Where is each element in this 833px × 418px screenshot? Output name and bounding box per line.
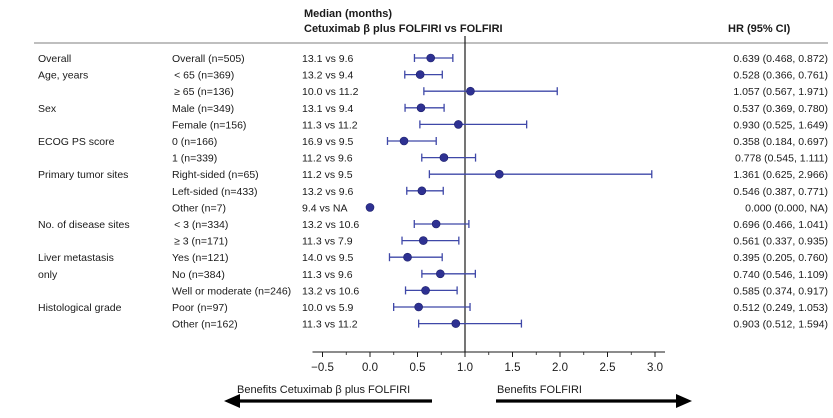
hr-point bbox=[399, 136, 409, 146]
x-tick-label: 0.0 bbox=[362, 362, 378, 374]
row-median: 11.3 vs 11.2 bbox=[302, 319, 358, 331]
row-median: 11.3 vs 9.6 bbox=[302, 269, 353, 281]
row-median: 9.4 vs NA bbox=[302, 202, 348, 214]
benefit-left-label: Benefits Cetuximab β plus FOLFIRI bbox=[237, 384, 410, 396]
row-hr-ci: 0.537 (0.369, 0.780) bbox=[733, 103, 828, 115]
row-median: 16.9 vs 9.5 bbox=[302, 136, 354, 148]
hr-point bbox=[415, 70, 425, 79]
row-hr-ci: 0.512 (0.249, 1.053) bbox=[733, 302, 828, 314]
hr-point bbox=[451, 319, 461, 328]
hr-point bbox=[403, 252, 412, 262]
row-subgroup: Overall (n=505) bbox=[172, 53, 245, 65]
row-hr-ci: 0.903 (0.512, 1.594) bbox=[733, 319, 828, 331]
row-median: 13.2 vs 10.6 bbox=[302, 285, 359, 297]
row-subgroup: 0 (n=166) bbox=[172, 136, 217, 148]
row-median: 11.2 vs 9.5 bbox=[302, 169, 353, 181]
row-hr-ci: 0.000 (0.000, NA) bbox=[745, 202, 828, 214]
row-median: 10.0 vs 5.9 bbox=[302, 302, 354, 314]
row-category: Age, years bbox=[38, 70, 88, 82]
row-median: 14.0 vs 9.5 bbox=[302, 252, 354, 264]
row-subgroup: Male (n=349) bbox=[172, 103, 234, 115]
row-median: 11.3 vs 11.2 bbox=[302, 119, 358, 131]
row-hr-ci: 0.528 (0.366, 0.761) bbox=[733, 70, 828, 82]
row-hr-ci: 0.585 (0.374, 0.917) bbox=[733, 285, 828, 297]
comparison-header: Cetuximab β plus FOLFIRI vs FOLFIRI bbox=[304, 23, 503, 35]
hr-point bbox=[426, 53, 436, 63]
hr-point bbox=[466, 86, 475, 96]
row-hr-ci: 0.930 (0.525, 1.649) bbox=[733, 119, 828, 131]
row-category: Primary tumor sites bbox=[38, 169, 128, 181]
row-median: 13.2 vs 9.6 bbox=[302, 186, 354, 198]
row-subgroup: ≥ 65 (n=136) bbox=[172, 86, 234, 98]
row-median: 11.2 vs 9.6 bbox=[302, 153, 353, 165]
row-median: 13.2 vs 9.4 bbox=[302, 70, 354, 82]
hr-point bbox=[454, 120, 463, 129]
row-hr-ci: 0.639 (0.468, 0.872) bbox=[733, 53, 828, 65]
x-tick-label: −0.5 bbox=[311, 362, 334, 374]
hr-point bbox=[365, 203, 375, 212]
hr-point bbox=[421, 286, 430, 295]
hr-point bbox=[418, 236, 428, 245]
hr-point bbox=[494, 169, 504, 179]
x-tick-label: 3.0 bbox=[647, 362, 663, 374]
row-hr-ci: 0.358 (0.184, 0.697) bbox=[733, 136, 828, 148]
benefit-right-label: Benefits FOLFIRI bbox=[497, 384, 582, 396]
row-subgroup: Female (n=156) bbox=[172, 119, 246, 131]
median-header: Median (months) bbox=[304, 8, 392, 20]
row-hr-ci: 0.395 (0.205, 0.760) bbox=[733, 252, 828, 264]
row-category: Histological grade bbox=[38, 302, 122, 314]
hr-point bbox=[417, 186, 427, 196]
row-subgroup: Yes (n=121) bbox=[172, 252, 229, 264]
row-category: Liver metastasis bbox=[38, 252, 114, 264]
x-tick-label: 0.5 bbox=[410, 362, 426, 374]
row-category: only bbox=[38, 269, 58, 281]
row-hr-ci: 0.696 (0.466, 1.041) bbox=[733, 219, 828, 231]
hr-point bbox=[439, 153, 449, 162]
row-category: ECOG PS score bbox=[38, 136, 115, 148]
x-tick-label: 1.5 bbox=[505, 362, 521, 374]
row-subgroup: < 3 (n=334) bbox=[172, 219, 228, 231]
row-subgroup: Left-sided (n=433) bbox=[172, 186, 258, 198]
row-category: No. of disease sites bbox=[38, 219, 130, 231]
row-hr-ci: 1.057 (0.567, 1.971) bbox=[733, 86, 828, 98]
hr-point bbox=[431, 219, 441, 229]
row-subgroup: Well or moderate (n=246) bbox=[172, 285, 291, 297]
hr-point bbox=[435, 269, 445, 279]
hr-point bbox=[414, 302, 423, 312]
row-subgroup: 1 (n=339) bbox=[172, 153, 217, 165]
row-hr-ci: 0.561 (0.337, 0.935) bbox=[733, 236, 828, 248]
row-subgroup: < 65 (n=369) bbox=[172, 70, 234, 82]
row-subgroup: Poor (n=97) bbox=[172, 302, 228, 314]
row-median: 10.0 vs 11.2 bbox=[302, 86, 359, 98]
hr-ci-header: HR (95% CI) bbox=[728, 23, 791, 35]
row-subgroup: Other (n=162) bbox=[172, 319, 238, 331]
x-tick-label: 2.0 bbox=[552, 362, 568, 374]
row-median: 13.1 vs 9.4 bbox=[302, 103, 354, 115]
hr-point bbox=[416, 103, 426, 113]
row-subgroup: Other (n=7) bbox=[172, 202, 226, 214]
row-median: 13.2 vs 10.6 bbox=[302, 219, 359, 231]
row-subgroup: No (n=384) bbox=[172, 269, 225, 281]
row-hr-ci: 1.361 (0.625, 2.966) bbox=[733, 169, 828, 181]
row-hr-ci: 0.740 (0.546, 1.109) bbox=[733, 269, 828, 281]
benefit-left-arrowhead bbox=[224, 394, 240, 408]
x-tick-label: 2.5 bbox=[600, 362, 616, 374]
x-tick-label: 1.0 bbox=[457, 362, 473, 374]
row-subgroup: Right-sided (n=65) bbox=[172, 169, 259, 181]
benefit-right-arrowhead bbox=[676, 394, 692, 408]
row-median: 11.3 vs 7.9 bbox=[302, 236, 353, 248]
row-hr-ci: 0.546 (0.387, 0.771) bbox=[733, 186, 828, 198]
row-category: Sex bbox=[38, 103, 57, 115]
row-category: Overall bbox=[38, 53, 71, 65]
row-median: 13.1 vs 9.6 bbox=[302, 53, 354, 65]
row-hr-ci: 0.778 (0.545, 1.111) bbox=[735, 153, 828, 165]
row-subgroup: ≥ 3 (n=171) bbox=[172, 236, 228, 248]
